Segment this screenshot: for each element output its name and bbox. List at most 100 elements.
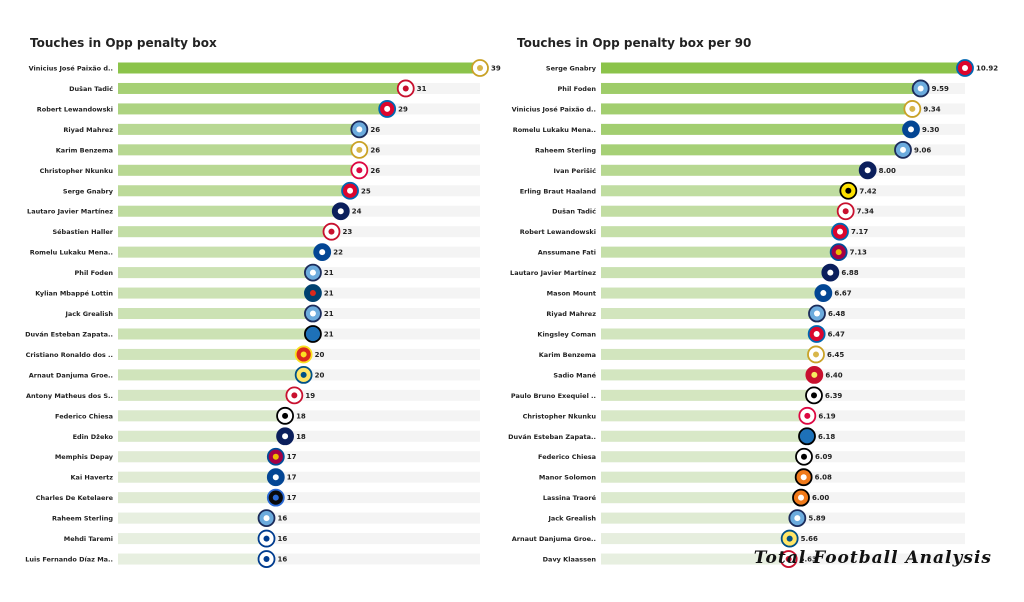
category-label: Kai Havertz — [71, 474, 114, 482]
bar-row: Anssumane Fati 7.13 — [538, 243, 965, 262]
club-badge-icon — [814, 284, 833, 302]
bar-row: Davy Klaassen 5.63 — [543, 550, 965, 568]
value-label: 6.48 — [828, 310, 845, 318]
bar-row: Karim Benzema 6.45 — [539, 345, 965, 364]
bar-row: Erling Braut Haaland 7.42 — [520, 181, 965, 200]
value-label: 6.08 — [815, 474, 832, 482]
value-label: 23 — [342, 228, 352, 236]
value-label: 39 — [491, 65, 501, 73]
bar — [118, 512, 267, 524]
club-badge-icon — [294, 365, 313, 384]
bar-row: Lautaro Javier Martínez 6.88 — [510, 263, 965, 282]
bar — [118, 205, 341, 217]
category-label: Serge Gnabry — [546, 65, 597, 73]
club-badge-icon — [276, 406, 294, 425]
bar-row: Kingsley Coman 6.47 — [537, 325, 965, 343]
bar — [601, 123, 911, 135]
bar — [601, 553, 789, 565]
value-label: 26 — [370, 146, 380, 154]
bar-row: Dušan Tadić 7.34 — [552, 202, 965, 221]
bar-row: Paulo Bruno Exequiel .. 6.39 — [511, 386, 965, 405]
club-badge-icon — [903, 100, 922, 118]
bar — [601, 205, 846, 217]
bar-background — [118, 533, 480, 545]
value-label: 6.88 — [841, 269, 858, 277]
bar — [601, 144, 903, 156]
club-badge-icon — [276, 427, 294, 446]
value-label: 9.34 — [923, 105, 940, 113]
bar-row: Antony Matheus dos S.. 19 — [26, 386, 480, 405]
category-label: Jack Grealish — [547, 515, 596, 523]
club-badge-icon — [350, 120, 369, 139]
category-label: Edin Džeko — [73, 433, 114, 441]
bar — [118, 62, 480, 74]
bar — [118, 451, 276, 463]
category-label: Robert Lewandowski — [520, 228, 596, 236]
bar — [118, 369, 304, 381]
category-label: Kylian Mbappé Lottin — [35, 290, 113, 298]
value-label: 5.63 — [800, 556, 817, 564]
category-label: Sadio Mané — [553, 371, 596, 379]
bar — [118, 287, 313, 299]
club-badge-icon — [894, 140, 912, 159]
club-badge-icon — [911, 79, 930, 98]
value-label: 29 — [398, 105, 408, 113]
category-label: Duván Esteban Zapata.. — [508, 433, 596, 441]
value-label: 19 — [305, 392, 315, 400]
category-label: Phil Foden — [558, 85, 597, 93]
bar — [118, 533, 267, 545]
bar-row: Lassina Traoré 6.00 — [543, 488, 965, 507]
bar — [118, 164, 360, 176]
club-badge-icon — [471, 59, 489, 77]
category-label: Lautaro Javier Martínez — [27, 208, 113, 216]
club-badge-icon — [798, 427, 816, 446]
bar-background — [118, 512, 480, 524]
club-badge-icon — [805, 365, 824, 384]
category-label: Dušan Tadić — [552, 208, 596, 216]
chart-panel-left: Touches in Opp penalty box Vinicius José… — [25, 36, 501, 568]
club-badge-icon — [350, 140, 369, 159]
bar-row: Jack Grealish 5.89 — [547, 509, 965, 528]
bar-row: Lautaro Javier Martínez 24 — [27, 202, 480, 221]
club-badge-icon — [266, 488, 285, 507]
bar-row: Serge Gnabry 25 — [63, 181, 480, 200]
bar-row: Vinicius José Paixão d.. 9.34 — [512, 100, 965, 118]
bar-row: Christopher Nkunku 26 — [40, 161, 480, 180]
value-label: 26 — [370, 167, 380, 175]
bar — [601, 389, 814, 401]
value-label: 9.59 — [932, 85, 949, 93]
value-label: 8.00 — [879, 167, 896, 175]
value-label: 7.34 — [857, 208, 874, 216]
category-label: Anssumane Fati — [538, 249, 596, 257]
category-label: Luis Fernando Díaz Ma.. — [25, 556, 113, 564]
bar-row: Manor Solomon 6.08 — [539, 468, 965, 487]
bar — [118, 267, 313, 279]
category-label: Jack Grealish — [64, 310, 113, 318]
club-badge-icon — [831, 222, 849, 241]
bar — [118, 185, 351, 197]
category-label: Paulo Bruno Exequiel .. — [511, 392, 596, 400]
bar — [601, 246, 839, 258]
bar — [601, 471, 804, 483]
bar-row: Duván Esteban Zapata.. 21 — [25, 325, 480, 343]
club-badge-icon — [378, 100, 397, 118]
value-label: 31 — [417, 85, 427, 93]
bar-background — [118, 430, 480, 442]
value-label: 24 — [352, 208, 362, 216]
value-label: 21 — [324, 290, 334, 298]
category-label: Mehdi Taremi — [64, 535, 113, 543]
club-badge-icon — [257, 529, 276, 548]
category-label: Christopher Nkunku — [40, 167, 114, 175]
bar — [118, 389, 295, 401]
bar-row: Cristiano Ronaldo dos .. 20 — [26, 345, 480, 364]
value-label: 5.89 — [808, 515, 825, 523]
category-label: Lassina Traoré — [543, 494, 597, 502]
category-label: Dušan Tadić — [69, 85, 113, 93]
bar-row: Robert Lewandowski 29 — [37, 100, 480, 118]
bar-row: Federico Chiesa 18 — [55, 406, 480, 425]
value-label: 7.13 — [850, 249, 867, 257]
chart-panel-right: Touches in Opp penalty box per 90 Serge … — [508, 0, 1024, 602]
category-label: Manor Solomon — [539, 474, 596, 482]
value-label: 16 — [278, 535, 288, 543]
category-label: Romelu Lukaku Mena.. — [30, 249, 113, 257]
